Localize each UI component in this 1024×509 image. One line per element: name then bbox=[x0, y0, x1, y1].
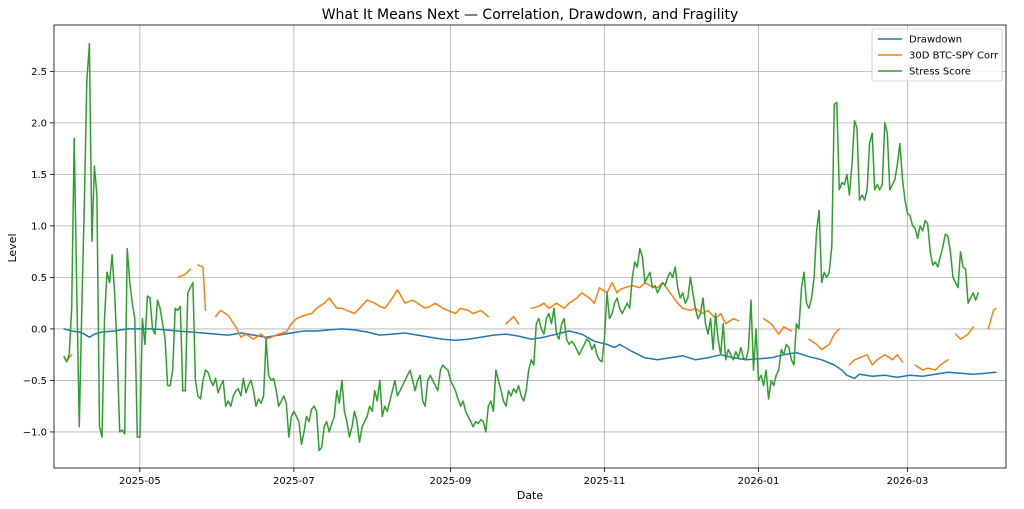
x-tick-label: 2025-07 bbox=[273, 476, 315, 487]
series-line-30d-btc-spy-corr bbox=[505, 315, 520, 325]
series-line-30d-btc-spy-corr bbox=[197, 264, 207, 312]
y-tick-label: −1.0 bbox=[23, 427, 47, 438]
legend-box bbox=[871, 28, 1003, 82]
plot-background bbox=[54, 25, 1006, 468]
y-tick-label: 2.5 bbox=[31, 67, 47, 78]
chart-title: What It Means Next — Correlation, Drawdo… bbox=[322, 7, 739, 23]
legend-label-30d-btc-spy-corr: 30D BTC-SPY Corr bbox=[909, 51, 999, 62]
legend-label-stress-score: Stress Score bbox=[909, 67, 971, 78]
y-tick-label: 1.0 bbox=[31, 221, 47, 232]
series-line-30d-btc-spy-corr bbox=[987, 307, 997, 330]
x-tick-label: 2025-11 bbox=[584, 476, 626, 487]
series-line-30d-btc-spy-corr bbox=[762, 317, 793, 335]
axes-frame bbox=[53, 24, 1007, 469]
y-tick-label: −0.5 bbox=[23, 376, 47, 387]
y-tick-label: 0.0 bbox=[31, 324, 47, 335]
series-line-30d-btc-spy-corr bbox=[848, 353, 904, 366]
series-line-stress-score bbox=[63, 42, 979, 452]
series-line-30d-btc-spy-corr bbox=[954, 326, 974, 340]
series-line-30d-btc-spy-corr bbox=[214, 289, 490, 340]
series-line-30d-btc-spy-corr bbox=[914, 359, 949, 371]
series-line-30d-btc-spy-corr bbox=[808, 328, 841, 351]
x-axis-label: Date bbox=[517, 489, 544, 502]
y-tick-label: 1.5 bbox=[31, 170, 47, 181]
x-tick-label: 2026-03 bbox=[887, 476, 929, 487]
x-tick-label: 2025-09 bbox=[430, 476, 472, 487]
x-tick-label: 2025-05 bbox=[119, 476, 161, 487]
y-tick-label: 0.5 bbox=[31, 273, 47, 284]
y-axis-label: Level bbox=[6, 233, 19, 262]
x-tick-label: 2026-01 bbox=[738, 476, 780, 487]
legend: Drawdown 30D BTC-SPY Corr Stress Score bbox=[871, 28, 1003, 82]
y-tick-label: 2.0 bbox=[31, 118, 47, 129]
legend-label-drawdown: Drawdown bbox=[909, 35, 962, 46]
series-line-30d-btc-spy-corr bbox=[176, 268, 192, 279]
plot-area: 2025-05 2025-07 2025-09 2025-11 2026-01 2026-… bbox=[23, 24, 1007, 487]
